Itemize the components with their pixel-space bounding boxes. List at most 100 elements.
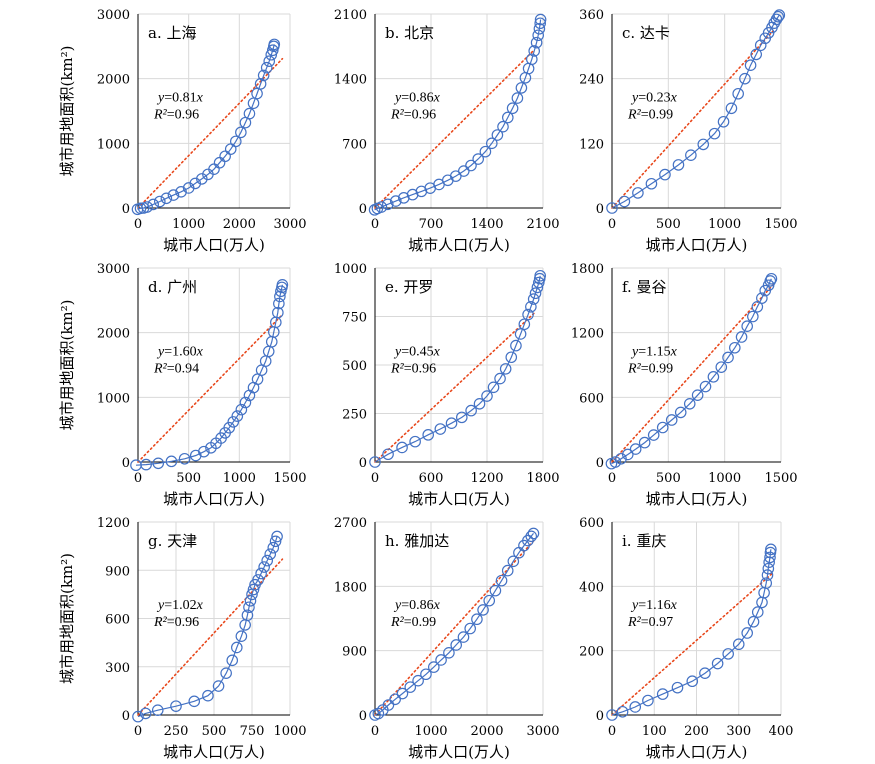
data-point (656, 421, 669, 434)
data-point (511, 92, 524, 104)
data-point (638, 436, 651, 449)
data-point (151, 704, 164, 716)
y-tick-label: 0 (596, 202, 604, 217)
equation-x: x (670, 90, 678, 105)
x-tick-label: 1000 (172, 217, 205, 232)
data-point (621, 448, 634, 461)
y-tick-label: 1000 (97, 391, 130, 406)
data-point (772, 10, 784, 23)
panel-title: i. 重庆 (622, 532, 666, 550)
panel-title: e. 开罗 (385, 278, 433, 296)
data-point (267, 541, 280, 554)
data-point (739, 72, 751, 85)
data-point (499, 363, 512, 375)
equation-slope: =0.86 (401, 90, 433, 105)
data-point (239, 396, 252, 409)
equation-y: y (393, 344, 402, 359)
y-tick-label: 1200 (571, 327, 604, 342)
x-tick-label: 1000 (223, 471, 256, 486)
data-point (420, 668, 432, 681)
equation-y: y (156, 598, 165, 613)
x-tick-label: 1800 (526, 471, 559, 486)
data-point (691, 389, 704, 401)
panel-title: h. 雅加达 (385, 532, 449, 550)
y-tick-label: 0 (122, 709, 130, 724)
fit-equation: y=1.02x (156, 598, 204, 613)
data-point (243, 601, 255, 614)
data-point (534, 269, 546, 282)
chart-panel: 0 500 1000 1500 0 120 240 360 城市人口(万人) c. 达卡 y=0.2… (579, 8, 797, 254)
x-tick-label: 2000 (223, 217, 256, 232)
data-point (764, 275, 777, 287)
r-squared-value: =0.99 (641, 107, 673, 122)
data-point (409, 435, 421, 448)
y-tick-label: 600 (579, 391, 604, 406)
data-point (527, 293, 540, 305)
data-point (715, 361, 728, 373)
chart-panel: 0 500 1000 1500 0 1000 2000 3000 城市人口(万人) 城市用地面积(… (58, 262, 307, 508)
equation-slope: =1.02 (164, 598, 196, 613)
data-point (510, 339, 522, 352)
series-line (135, 284, 283, 466)
chart-panel: 0 700 1400 2100 0 700 1400 2100 城市人口(万人) b. 北京 y=0… (334, 8, 560, 254)
data-point (501, 111, 514, 124)
data-point (659, 168, 671, 181)
data-point (223, 421, 235, 434)
data-point (747, 615, 760, 628)
data-point (699, 667, 711, 679)
chart-panel: 0 500 1000 1500 0 600 1200 1800 城市人口(万人) f. 曼谷 y=1… (571, 262, 798, 508)
y-tick-label: 300 (105, 661, 130, 676)
data-point (741, 627, 753, 639)
y-tick-label: 0 (122, 202, 130, 217)
series-line (137, 44, 275, 210)
y-tick-label: 600 (105, 613, 130, 628)
x-axis-title: 城市人口(万人) (646, 236, 748, 254)
fit-equation: y=0.86x (393, 90, 441, 105)
r-squared-value: =0.96 (404, 361, 436, 376)
data-point (751, 606, 764, 618)
data-point (212, 680, 225, 692)
data-point (761, 569, 774, 581)
data-point (235, 630, 248, 642)
equation-slope: =0.45 (401, 344, 433, 359)
data-point (471, 613, 483, 626)
y-tick-label: 1000 (97, 137, 130, 152)
data-point (717, 115, 730, 128)
fit-equation: y=0.86x (393, 598, 441, 613)
series-line (374, 533, 534, 716)
data-point (525, 530, 538, 543)
x-tick-label: 3000 (273, 217, 306, 232)
data-point (481, 390, 493, 402)
series-line (611, 278, 772, 465)
y-tick-label: 2000 (97, 327, 130, 342)
panel-title: c. 达卡 (622, 24, 670, 42)
r-squared-value: =0.96 (404, 107, 436, 122)
r-squared: R²=0.96 (153, 107, 199, 122)
y-tick-label: 0 (122, 456, 130, 471)
data-point (532, 29, 544, 42)
data-point (175, 186, 187, 198)
x-tick-label: 2000 (470, 724, 503, 739)
data-point (140, 458, 152, 471)
data-point (472, 153, 484, 165)
x-tick-label: 2100 (526, 217, 559, 232)
chart-panel: 0 1000 2000 3000 0 1000 2000 3000 城市人口(万人) 城市用地面积… (58, 8, 307, 254)
data-point (265, 48, 278, 61)
y-tick-label: 1400 (334, 73, 367, 88)
data-point (732, 87, 744, 100)
data-point (427, 661, 440, 673)
data-point (412, 674, 424, 687)
x-tick-label: 1200 (470, 471, 503, 486)
data-point (226, 654, 239, 667)
data-point (445, 417, 458, 429)
data-point (271, 530, 283, 543)
x-tick-label: 0 (608, 471, 616, 486)
chart-panel: 0 1000 2000 3000 0 900 1800 2700 城市人口(万人) h. 雅加达 y… (334, 516, 560, 761)
y-axis-title: 城市用地面积(km²) (58, 299, 76, 430)
y-tick-label: 240 (579, 73, 604, 88)
fit-equation: y=1.16x (630, 598, 678, 613)
data-point (505, 351, 518, 364)
data-point (389, 693, 401, 706)
fit-equation: y=0.45x (393, 344, 441, 359)
